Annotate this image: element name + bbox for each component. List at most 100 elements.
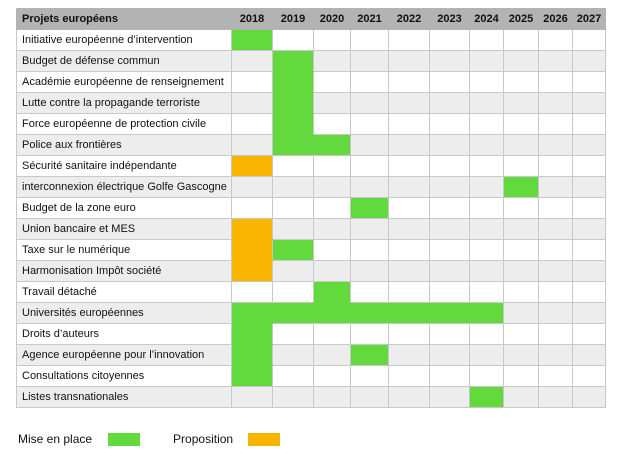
- project-name: Taxe sur le numérique: [16, 239, 232, 261]
- legend-proposition-label: Proposition: [173, 432, 234, 446]
- project-row: Lutte contre la propagande terroriste: [16, 92, 606, 114]
- mise-en-place-cell: [231, 29, 273, 51]
- project-name: Universités européennes: [16, 302, 232, 324]
- empty-cell: [538, 176, 573, 198]
- empty-cell: [538, 134, 573, 156]
- empty-cell: [538, 197, 573, 219]
- empty-cell: [388, 50, 430, 72]
- empty-cell: [429, 218, 470, 240]
- empty-cell: [469, 218, 504, 240]
- empty-cell: [572, 155, 606, 177]
- empty-cell: [538, 386, 573, 408]
- empty-cell: [572, 92, 606, 114]
- empty-cell: [231, 50, 273, 72]
- empty-cell: [388, 386, 430, 408]
- empty-cell: [469, 260, 504, 282]
- empty-cell: [388, 218, 430, 240]
- empty-cell: [538, 302, 573, 324]
- empty-cell: [503, 302, 539, 324]
- empty-cell: [429, 239, 470, 261]
- empty-cell: [538, 239, 573, 261]
- empty-cell: [538, 92, 573, 114]
- empty-cell: [469, 113, 504, 135]
- mise-en-place-cell: [350, 302, 389, 324]
- empty-cell: [503, 239, 539, 261]
- empty-cell: [350, 323, 389, 345]
- empty-cell: [272, 29, 314, 51]
- empty-cell: [429, 197, 470, 219]
- empty-cell: [503, 134, 539, 156]
- empty-cell: [350, 365, 389, 387]
- empty-cell: [469, 344, 504, 366]
- project-row: Droits d’auteurs: [16, 323, 606, 345]
- empty-cell: [388, 113, 430, 135]
- empty-cell: [350, 155, 389, 177]
- empty-cell: [503, 113, 539, 135]
- empty-cell: [503, 155, 539, 177]
- empty-cell: [388, 323, 430, 345]
- project-name: Union bancaire et MES: [16, 218, 232, 240]
- project-name: Académie européenne de renseignement: [16, 71, 232, 93]
- empty-cell: [350, 50, 389, 72]
- empty-cell: [503, 323, 539, 345]
- empty-cell: [350, 218, 389, 240]
- empty-cell: [538, 50, 573, 72]
- empty-cell: [313, 365, 351, 387]
- empty-cell: [350, 71, 389, 93]
- empty-cell: [231, 176, 273, 198]
- empty-cell: [429, 92, 470, 114]
- project-row: Académie européenne de renseignement: [16, 71, 606, 93]
- empty-cell: [429, 155, 470, 177]
- empty-cell: [350, 260, 389, 282]
- empty-cell: [388, 260, 430, 282]
- empty-cell: [429, 323, 470, 345]
- project-name: interconnexion électrique Golfe Gascogne: [16, 176, 232, 198]
- empty-cell: [469, 323, 504, 345]
- mise-en-place-cell: [469, 386, 504, 408]
- project-name: Consultations citoyennes: [16, 365, 232, 387]
- empty-cell: [572, 71, 606, 93]
- project-row: Travail détaché: [16, 281, 606, 303]
- empty-cell: [313, 260, 351, 282]
- empty-cell: [429, 386, 470, 408]
- empty-cell: [388, 281, 430, 303]
- empty-cell: [572, 134, 606, 156]
- empty-cell: [469, 239, 504, 261]
- year-header-2020: 2020: [313, 8, 351, 30]
- empty-cell: [429, 344, 470, 366]
- empty-cell: [469, 29, 504, 51]
- empty-cell: [313, 386, 351, 408]
- mise-en-place-cell: [272, 113, 314, 135]
- mise-en-place-cell: [272, 50, 314, 72]
- empty-cell: [572, 386, 606, 408]
- proposition-cell: [231, 260, 273, 282]
- empty-cell: [429, 50, 470, 72]
- empty-cell: [469, 281, 504, 303]
- project-name: Force européenne de protection civile: [16, 113, 232, 135]
- empty-cell: [272, 176, 314, 198]
- empty-cell: [503, 92, 539, 114]
- empty-cell: [538, 281, 573, 303]
- empty-cell: [429, 260, 470, 282]
- project-name: Sécurité sanitaire indépendante: [16, 155, 232, 177]
- empty-cell: [350, 113, 389, 135]
- empty-cell: [231, 281, 273, 303]
- empty-cell: [503, 281, 539, 303]
- project-row: Union bancaire et MES: [16, 218, 606, 240]
- empty-cell: [572, 113, 606, 135]
- empty-cell: [503, 386, 539, 408]
- project-name: Initiative européenne d’intervention: [16, 29, 232, 51]
- empty-cell: [538, 155, 573, 177]
- year-header-2024: 2024: [469, 8, 504, 30]
- empty-cell: [538, 344, 573, 366]
- project-name: Travail détaché: [16, 281, 232, 303]
- mise-en-place-cell: [429, 302, 470, 324]
- proposition-cell: [231, 155, 273, 177]
- mise-en-place-cell: [231, 323, 273, 345]
- year-header-2018: 2018: [231, 8, 273, 30]
- projects-timeline-table: Projets européens 2018 2019 2020 2021 2022 20…: [16, 8, 606, 408]
- empty-cell: [572, 302, 606, 324]
- project-row: Listes transnationales: [16, 386, 606, 408]
- empty-cell: [469, 197, 504, 219]
- empty-cell: [388, 71, 430, 93]
